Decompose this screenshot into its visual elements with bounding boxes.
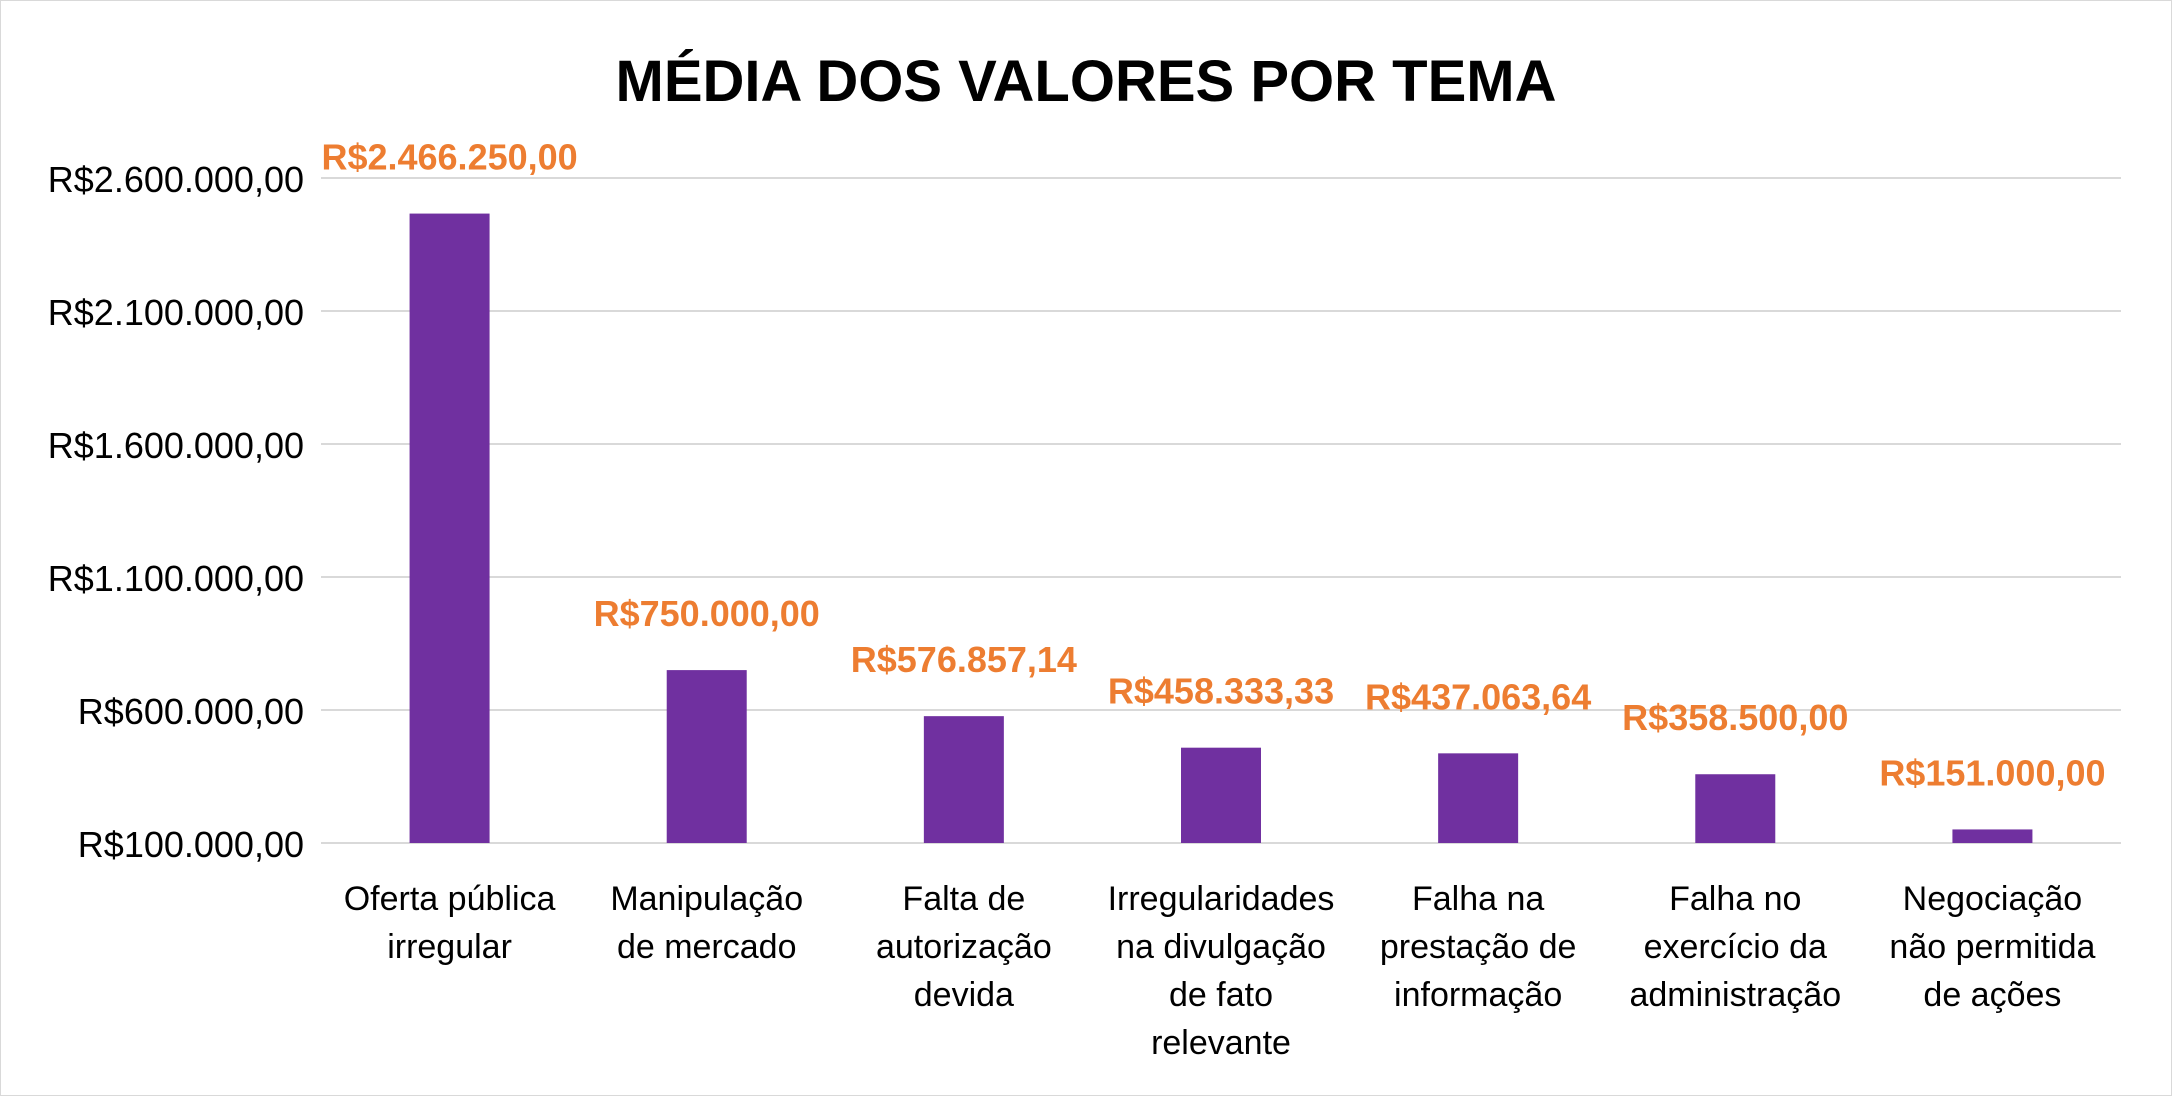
bar xyxy=(1181,747,1261,843)
category-label: Falha na prestação de informação xyxy=(1380,880,1577,1014)
y-axis-tick-labels: R$100.000,00 R$600.000,00 R$1.100.000,00 R$… xyxy=(48,159,304,865)
category-label-line: irregular xyxy=(387,928,512,966)
category-label-line: não permitida xyxy=(1889,928,2095,966)
bar xyxy=(666,670,747,843)
category-label-line: Falha na xyxy=(1412,880,1544,918)
y-tick-label: R$2.100.000,00 xyxy=(48,292,304,333)
category-label-line: Negociação xyxy=(1903,880,2083,918)
category-label: Irregularidades na divulgação de fato relev… xyxy=(1108,880,1335,1062)
category-label-line: Falha no xyxy=(1669,880,1801,918)
x-axis-category-labels: Oferta pública irregular Manipulação de mer… xyxy=(344,880,2096,1062)
data-labels: R$2.466.250,00 R$750.000,00 R$576.857,14 R$… xyxy=(321,137,2105,794)
y-tick-label: R$100.000,00 xyxy=(78,824,304,865)
category-label: Falha no exercício da administração xyxy=(1629,880,1841,1014)
category-label: Oferta pública irregular xyxy=(344,880,556,966)
category-label-line: Manipulação xyxy=(610,880,803,918)
category-label-line: administração xyxy=(1629,976,1841,1014)
category-label-line: na divulgação xyxy=(1116,928,1326,966)
bar xyxy=(1695,774,1776,843)
category-label-line: autorização xyxy=(876,928,1052,966)
data-label: R$576.857,14 xyxy=(851,639,1077,680)
y-tick-label: R$1.100.000,00 xyxy=(48,558,304,599)
category-label-line: Oferta pública xyxy=(344,880,556,918)
category-label-line: relevante xyxy=(1151,1024,1291,1062)
category-label: Falta de autorização devida xyxy=(876,880,1052,1014)
data-label: R$358.500,00 xyxy=(1622,697,1848,738)
category-label-line: Irregularidades xyxy=(1108,880,1335,918)
category-label-line: devida xyxy=(914,976,1014,1014)
bar xyxy=(409,213,490,843)
data-label: R$437.063,64 xyxy=(1365,676,1591,717)
y-tick-label: R$2.600.000,00 xyxy=(48,159,304,200)
category-label-line: prestação de xyxy=(1380,928,1577,966)
data-label: R$458.333,33 xyxy=(1108,671,1334,712)
bar xyxy=(1952,829,2033,843)
chart-title: MÉDIA DOS VALORES POR TEMA xyxy=(616,49,1557,114)
y-tick-label: R$1.600.000,00 xyxy=(48,425,304,466)
category-label-line: de ações xyxy=(1923,976,2061,1014)
category-label-line: de fato xyxy=(1169,976,1273,1014)
category-label-line: informação xyxy=(1394,976,1562,1014)
category-label: Negociação não permitida de ações xyxy=(1889,880,2095,1014)
gridlines xyxy=(321,177,2121,844)
data-label: R$2.466.250,00 xyxy=(321,137,577,178)
y-tick-label: R$600.000,00 xyxy=(78,691,304,732)
data-label: R$750.000,00 xyxy=(594,593,820,634)
category-label-line: Falta de xyxy=(902,880,1025,918)
category-label: Manipulação de mercado xyxy=(610,880,803,966)
data-label: R$151.000,00 xyxy=(1879,752,2105,793)
bar xyxy=(1438,753,1519,843)
category-label-line: exercício da xyxy=(1644,928,1827,966)
bar xyxy=(923,716,1004,843)
category-label-line: de mercado xyxy=(617,928,797,966)
bars xyxy=(409,213,2033,843)
